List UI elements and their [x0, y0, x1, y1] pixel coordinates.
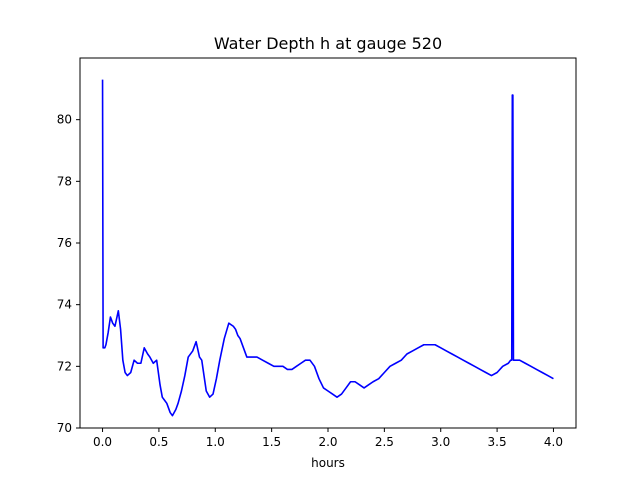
- x-tick-label: 2.5: [375, 435, 394, 449]
- series-line-0: [101, 79, 554, 417]
- y-axis-ticks: 70 72 74 76 78 80: [57, 113, 80, 435]
- plot-area: [79, 57, 577, 429]
- x-tick-label: 3.5: [488, 435, 507, 449]
- x-tick-label: 0.0: [93, 435, 112, 449]
- y-tick-label: 78: [57, 174, 72, 188]
- x-tick-label: 3.0: [431, 435, 450, 449]
- y-tick-label: 76: [57, 236, 72, 250]
- chart-title: Water Depth h at gauge 520: [214, 34, 442, 53]
- y-tick-label: 70: [57, 421, 72, 435]
- x-axis-label: hours: [311, 456, 345, 470]
- x-tick-label: 0.5: [149, 435, 168, 449]
- series-group: [101, 79, 554, 417]
- y-tick-label: 72: [57, 359, 72, 373]
- x-tick-label: 1.5: [262, 435, 281, 449]
- x-axis-ticks: 0.0 0.5 1.0 1.5 2.0 2.5 3.0 3.5 4.0: [93, 428, 563, 449]
- x-tick-label: 2.0: [318, 435, 337, 449]
- y-tick-label: 74: [57, 298, 72, 312]
- x-tick-label: 4.0: [544, 435, 563, 449]
- y-tick-label: 80: [57, 113, 72, 127]
- x-tick-label: 1.0: [206, 435, 225, 449]
- plot-frame: [80, 58, 576, 428]
